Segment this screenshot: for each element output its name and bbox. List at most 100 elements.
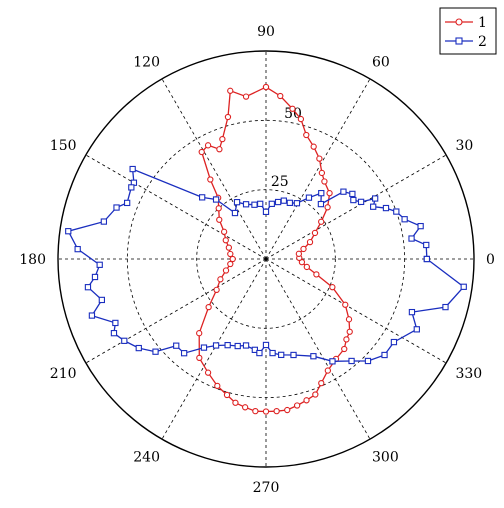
series-1-point-36 <box>318 379 325 387</box>
angle-tick-label-30: 30 <box>455 138 473 154</box>
series-2-point-3 <box>417 222 424 230</box>
series-1-point-64 <box>262 83 270 91</box>
series-2-point-61 <box>329 358 336 365</box>
series-2-point-47 <box>173 342 180 349</box>
polar-grid <box>57 50 475 468</box>
angle-grid-spoke-8 <box>161 258 267 440</box>
series-2-point-43 <box>110 330 118 337</box>
series-1-point-29 <box>252 408 259 415</box>
angle-grid-spoke-11 <box>265 258 447 364</box>
series-2-point-7 <box>370 203 377 210</box>
series-1-point-43 <box>342 301 349 308</box>
series-2-point-33 <box>113 204 120 211</box>
series-2-point-8 <box>372 195 379 202</box>
series-2-point-18 <box>280 197 287 204</box>
series-1-point-21 <box>205 303 212 311</box>
series-2-point-5 <box>393 208 400 215</box>
series-lines <box>65 83 467 415</box>
series-1-point-27 <box>232 399 239 406</box>
series-1-point-51 <box>306 238 314 246</box>
series-1-point-55 <box>326 190 333 197</box>
series-1-point-53 <box>318 218 325 225</box>
angle-grid-spoke-4 <box>161 78 267 260</box>
series-2-point-66 <box>413 326 420 333</box>
series-1-point-52 <box>311 229 319 237</box>
angle-tick-labels: 0 30 60 90 120 150 180 210 240 270 300 330 <box>19 24 495 496</box>
legend-box <box>439 7 497 55</box>
angle-tick-label-300: 300 <box>372 449 399 465</box>
series-1-point-24 <box>204 369 212 376</box>
series-1-point-8 <box>207 176 214 183</box>
series-1-point-62 <box>289 105 296 112</box>
radial-grid-ring-0 <box>196 189 336 329</box>
series-1-point-57 <box>318 169 326 177</box>
series-1-point-63 <box>277 92 284 100</box>
series-1-point-2 <box>227 87 234 94</box>
angle-grid-spoke-7 <box>85 258 267 364</box>
series-2-point-4 <box>401 216 408 223</box>
legend-label-2: 2 <box>478 34 487 50</box>
legend-label-1: 1 <box>478 15 487 31</box>
series-1-point-17 <box>227 260 234 268</box>
series-2-point-1 <box>423 241 430 249</box>
angle-tick-label-150: 150 <box>50 138 77 154</box>
outer-circle <box>57 50 475 468</box>
series-2-point-68 <box>442 303 449 311</box>
series-2-point-39 <box>84 284 92 291</box>
series-1-point-45 <box>313 271 320 278</box>
series-1-point-18 <box>222 267 230 274</box>
series-1-point-5 <box>216 146 223 153</box>
series-1-point-31 <box>273 408 280 415</box>
radial-tick-labels: 25 50 <box>271 106 302 190</box>
series-2-point-65 <box>390 338 398 346</box>
radial-tick-label-25: 25 <box>271 174 289 190</box>
series-2-point-60 <box>310 353 317 360</box>
series-2-point-16 <box>293 200 301 207</box>
series-2-point-29 <box>129 165 136 173</box>
series-1 <box>196 83 353 415</box>
series-2-point-55 <box>256 349 263 357</box>
series-1-point-35 <box>312 391 319 398</box>
series-1-point-61 <box>297 115 305 123</box>
series-2-point-70 <box>423 255 431 263</box>
series-2-point-63 <box>364 357 372 365</box>
series-2-point-24 <box>242 201 250 208</box>
series-2-point-22 <box>257 200 264 207</box>
series-1-point-11 <box>216 216 223 223</box>
series-2-point-13 <box>317 200 325 208</box>
series-1-point-50 <box>300 245 307 253</box>
series-2-point-23 <box>251 201 258 208</box>
series-2-point-51 <box>224 341 231 349</box>
series-1-point-7 <box>198 148 205 156</box>
series-2-point-11 <box>349 190 356 198</box>
series-1-point-19 <box>217 276 224 283</box>
series-1-point-47 <box>298 258 306 266</box>
series-1-point-14 <box>225 244 233 251</box>
series-1-point-22 <box>196 330 203 337</box>
series-2-point-35 <box>65 228 72 235</box>
series-2 <box>65 165 467 365</box>
series-1-point-60 <box>303 131 310 139</box>
series-2-point-53 <box>242 342 250 349</box>
series-1-point-15 <box>227 250 234 258</box>
series-2-point-58 <box>278 351 285 359</box>
series-1-point-58 <box>316 155 323 162</box>
series-1-point-49 <box>295 250 303 257</box>
series-2-point-50 <box>212 342 220 349</box>
series-2-point-32 <box>123 199 131 207</box>
legend: 12 <box>439 7 497 55</box>
series-2-point-25 <box>233 199 241 206</box>
series-2-point-54 <box>251 346 258 353</box>
series-2-point-41 <box>88 312 96 319</box>
series-1-point-4 <box>219 135 226 143</box>
angle-grid-spoke-1 <box>265 154 447 260</box>
series-2-point-37 <box>96 261 103 268</box>
series-1-point-20 <box>213 286 220 294</box>
series-2-point-67 <box>408 308 416 316</box>
series-1-point-30 <box>262 408 270 415</box>
angle-tick-label-240: 240 <box>133 449 160 465</box>
series-2-point-12 <box>340 188 347 195</box>
angle-grid-spoke-5 <box>85 154 267 260</box>
series-1-point-16 <box>229 255 236 263</box>
series-2-point-10 <box>350 196 357 204</box>
